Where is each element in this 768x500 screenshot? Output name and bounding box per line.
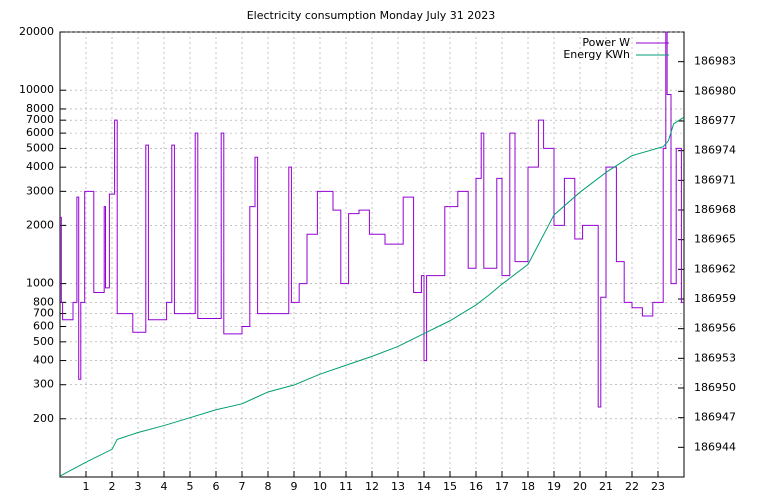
x-tick-label: 4 xyxy=(161,480,168,493)
x-tick-label: 9 xyxy=(291,480,298,493)
x-tick-label: 2 xyxy=(109,480,116,493)
series-line xyxy=(60,31,684,408)
x-tick-label: 13 xyxy=(391,480,405,493)
y-tick-label: 10000 xyxy=(19,83,54,96)
y2-tick-label: 186971 xyxy=(694,173,736,186)
x-tick-label: 19 xyxy=(547,480,561,493)
y-tick-label: 7000 xyxy=(26,113,54,126)
x-tick-label: 16 xyxy=(469,480,483,493)
y-tick-label: 1000 xyxy=(26,277,54,290)
x-tick-label: 23 xyxy=(651,480,665,493)
y2-tick-label: 186977 xyxy=(694,114,736,127)
y-tick-label: 3000 xyxy=(26,184,54,197)
y-tick-label: 2000 xyxy=(26,218,54,231)
x-tick-label: 15 xyxy=(443,480,457,493)
y2-tick-label: 186944 xyxy=(694,440,736,453)
x-tick-label: 21 xyxy=(599,480,613,493)
y-tick-label: 6000 xyxy=(26,126,54,139)
series-line xyxy=(59,116,685,477)
y2-tick-label: 186956 xyxy=(694,322,736,335)
x-tick-label: 5 xyxy=(187,480,194,493)
y-tick-label: 5000 xyxy=(26,141,54,154)
x-tick-label: 7 xyxy=(239,480,246,493)
x-tick-label: 17 xyxy=(495,480,509,493)
y2-tick-label: 186980 xyxy=(694,84,736,97)
legend-label: Power W xyxy=(582,36,630,49)
y-tick-label: 200 xyxy=(33,412,54,425)
x-tick-label: 10 xyxy=(313,480,327,493)
y2-tick-label: 186983 xyxy=(694,55,736,68)
x-tick-label: 12 xyxy=(365,480,379,493)
y2-tick-label: 186953 xyxy=(694,351,736,364)
y2-tick-label: 186974 xyxy=(694,144,736,157)
x-tick-label: 20 xyxy=(573,480,587,493)
y-tick-label: 4000 xyxy=(26,160,54,173)
x-tick-label: 11 xyxy=(339,480,353,493)
y-tick-label: 8000 xyxy=(26,102,54,115)
y-tick-label: 20000 xyxy=(19,25,54,38)
x-tick-label: 6 xyxy=(213,480,220,493)
y-tick-label: 800 xyxy=(33,295,54,308)
x-tick-label: 18 xyxy=(521,480,535,493)
y2-tick-label: 186962 xyxy=(694,262,736,275)
y2-tick-label: 186947 xyxy=(694,411,736,424)
y-tick-label: 400 xyxy=(33,354,54,367)
y-tick-label: 300 xyxy=(33,378,54,391)
y2-tick-label: 186965 xyxy=(694,233,736,246)
x-tick-label: 3 xyxy=(135,480,142,493)
x-tick-label: 22 xyxy=(625,480,639,493)
chart-title: Electricity consumption Monday July 31 2… xyxy=(247,9,496,22)
y-tick-label: 500 xyxy=(33,335,54,348)
y-tick-label: 600 xyxy=(33,320,54,333)
x-tick-label: 8 xyxy=(265,480,272,493)
x-tick-label: 14 xyxy=(417,480,431,493)
x-tick-label: 1 xyxy=(83,480,90,493)
legend-label: Energy KWh xyxy=(563,48,630,61)
y2-tick-label: 186950 xyxy=(694,381,736,394)
y-tick-label: 700 xyxy=(33,307,54,320)
y2-tick-label: 186968 xyxy=(694,203,736,216)
y2-tick-label: 186959 xyxy=(694,292,736,305)
